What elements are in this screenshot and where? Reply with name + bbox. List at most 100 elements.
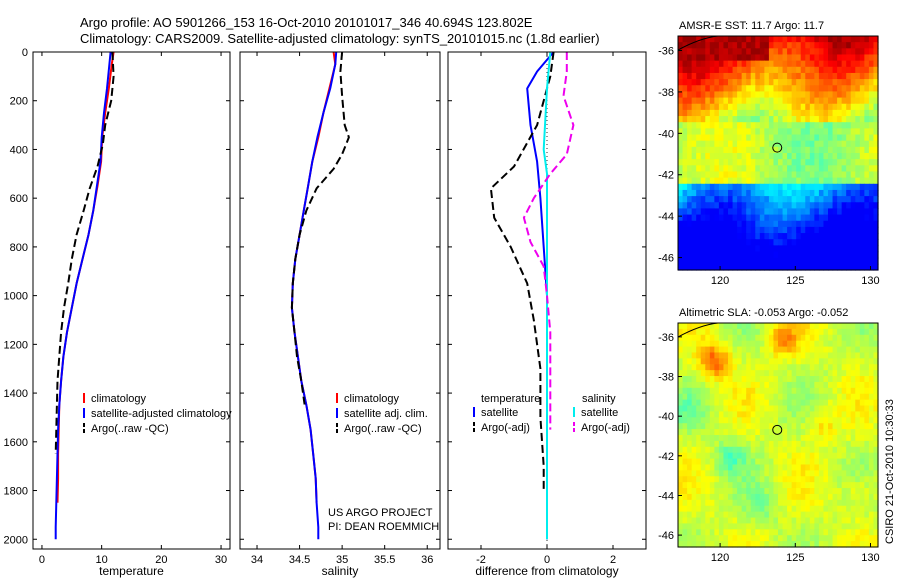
heatmap-cell: [746, 346, 752, 354]
heatmap-cell: [705, 134, 711, 142]
heatmap-cell: [873, 440, 879, 448]
heatmap-cell: [750, 42, 756, 49]
heatmap-cell: [805, 116, 811, 123]
heatmap-cell: [773, 493, 779, 501]
heatmap-cell: [773, 153, 779, 160]
heatmap-cell: [732, 79, 738, 86]
heatmap-cell: [828, 251, 834, 259]
heatmap-cell: [755, 60, 761, 68]
heatmap-cell: [700, 91, 706, 99]
heatmap-cell: [728, 97, 734, 105]
heatmap-cell: [696, 245, 702, 253]
heatmap-cell: [682, 183, 688, 191]
heatmap-cell: [800, 370, 806, 377]
heatmap-cell: [864, 541, 870, 548]
heatmap-cell: [791, 140, 797, 148]
heatmap-cell: [778, 245, 784, 253]
heatmap-cell: [746, 153, 752, 160]
heatmap-cell: [759, 208, 765, 216]
heatmap-cell: [828, 346, 834, 354]
heatmap-cell: [778, 440, 784, 448]
heatmap-cell: [728, 189, 734, 197]
heatmap-cell: [868, 541, 875, 548]
heatmap-cell: [691, 214, 697, 222]
heatmap-cell: [714, 517, 720, 525]
heatmap-cell: [828, 393, 834, 401]
heatmap-cell: [850, 189, 856, 197]
heatmap-cell: [682, 529, 688, 536]
heatmap-cell: [700, 146, 706, 154]
heatmap-cell: [846, 399, 852, 407]
heatmap-cell: [709, 464, 715, 471]
heatmap-cell: [682, 257, 688, 265]
heatmap-cell: [750, 257, 756, 265]
heatmap-cell: [800, 251, 806, 259]
heatmap-cell: [700, 376, 706, 383]
y-tick-label: -38: [658, 87, 674, 99]
heatmap-cell: [755, 440, 761, 448]
heatmap-cell: [691, 116, 697, 123]
heatmap-cell: [768, 122, 775, 129]
heatmap-cell: [823, 226, 829, 234]
heatmap-cell: [696, 458, 702, 466]
heatmap-cell: [737, 245, 743, 253]
heatmap-cell: [791, 340, 797, 348]
heatmap-cell: [823, 452, 829, 460]
heatmap-cell: [855, 435, 861, 442]
map-frame: [677, 322, 879, 548]
heatmap-cell: [828, 165, 834, 173]
heatmap-cell: [828, 387, 834, 395]
heatmap-cell: [714, 42, 720, 49]
heatmap-cell: [864, 54, 870, 62]
heatmap-cell: [723, 103, 729, 111]
heatmap-cell: [764, 493, 770, 501]
heatmap-cell: [768, 189, 775, 197]
heatmap-cell: [741, 183, 747, 191]
heatmap-cell: [868, 381, 875, 389]
heatmap-cell: [846, 464, 852, 471]
heatmap-cell: [837, 251, 843, 259]
heatmap-cell: [741, 493, 747, 501]
heatmap-cell: [814, 146, 820, 154]
heatmap-cell: [759, 177, 765, 185]
heatmap-cell: [741, 429, 747, 436]
heatmap-cell: [700, 226, 706, 234]
heatmap-cell: [728, 523, 734, 530]
heatmap-cell: [687, 541, 693, 548]
heatmap-cell: [837, 91, 843, 99]
heatmap-cell: [768, 239, 775, 246]
heatmap-cell: [868, 220, 875, 228]
heatmap-cell: [778, 387, 784, 395]
legend-entry: satellite adj. clim.: [344, 408, 428, 420]
heatmap-cell: [718, 257, 725, 265]
heatmap-cell: [773, 482, 779, 489]
heatmap-cell: [818, 122, 825, 129]
x-tick-label: 34: [251, 554, 263, 566]
heatmap-cell: [728, 370, 734, 377]
heatmap-cell: [678, 381, 684, 389]
heatmap-cell: [773, 440, 779, 448]
heatmap-cell: [873, 42, 879, 49]
heatmap-cell: [791, 134, 797, 142]
heatmap-cell: [705, 488, 711, 495]
heatmap-cell: [696, 376, 702, 383]
heatmap-cell: [864, 358, 870, 365]
heatmap-cell: [714, 122, 720, 129]
heatmap-cell: [818, 411, 825, 418]
heatmap-cell: [791, 159, 797, 166]
heatmap-cell: [746, 196, 752, 203]
heatmap-cell: [832, 79, 838, 86]
heatmap-cell: [750, 417, 756, 424]
heatmap-cell: [859, 446, 865, 454]
heatmap-cell: [768, 116, 775, 123]
heatmap-cell: [814, 153, 820, 160]
heatmap-cell: [682, 196, 688, 203]
heatmap-cell: [732, 493, 738, 501]
heatmap-cell: [773, 393, 779, 401]
x-tick-label: 34.5: [289, 554, 310, 566]
heatmap-cell: [700, 370, 706, 377]
heatmap-cell: [705, 171, 711, 179]
heatmap-cell: [791, 36, 797, 43]
heatmap-cell: [778, 116, 784, 123]
heatmap-cell: [718, 399, 725, 407]
